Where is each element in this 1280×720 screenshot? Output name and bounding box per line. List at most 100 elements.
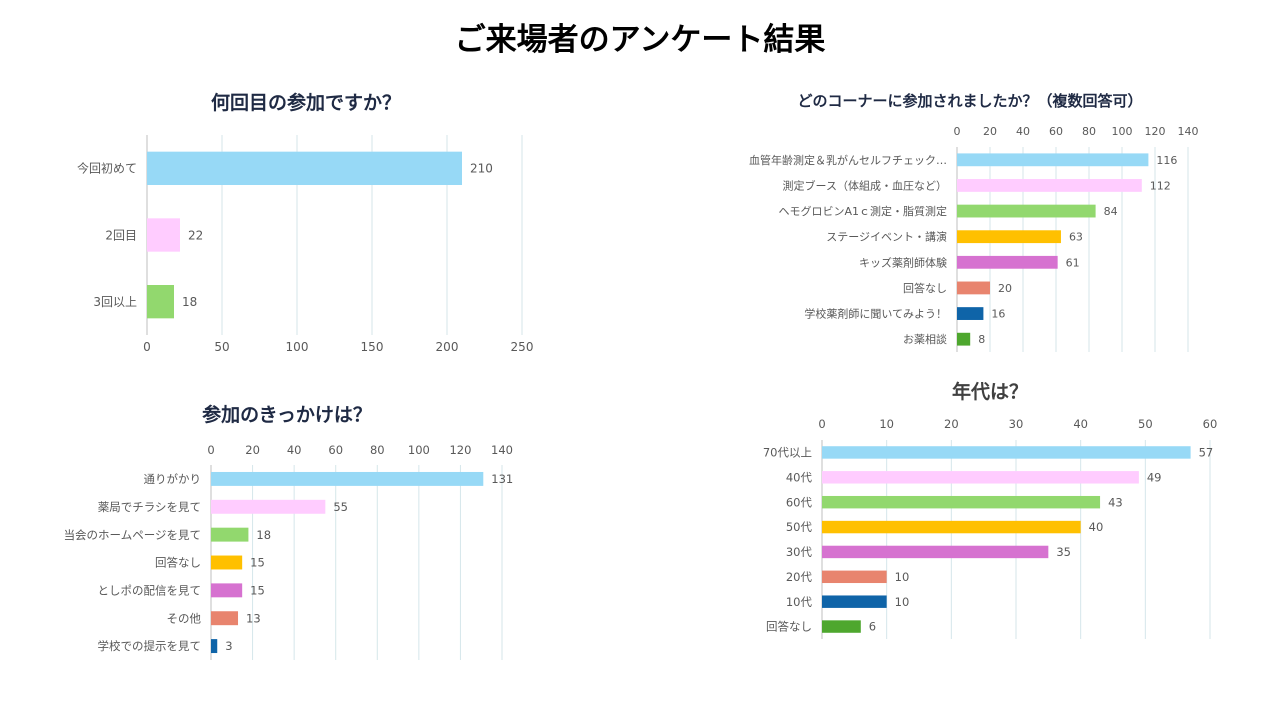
category-label: 通りがかり (144, 472, 202, 486)
chart-svg-2: どのコーナーに参加されましたか？（複数回答可） 0 20 40 60 80 100 120 14… (749, 92, 1199, 352)
bar (147, 218, 180, 252)
bar (822, 495, 1101, 509)
category-label: 今回初めて (77, 161, 137, 176)
data-label: 15 (250, 556, 265, 570)
page-title: ご来場者のアンケート結果 (454, 22, 826, 58)
x-tick-label: 20 (944, 417, 959, 431)
data-label: 10 (895, 595, 910, 609)
category-label: 測定ブース（体組成・血圧など） (783, 178, 947, 192)
category-label: 回答なし (903, 281, 947, 295)
bar (957, 255, 1058, 269)
x-tick-label: 40 (287, 443, 302, 457)
category-label: その他 (167, 611, 202, 625)
x-tick-label: 0 (954, 125, 961, 138)
chart-title: 年代は？ (952, 380, 1028, 403)
chart-age-group: 年代は？ 0 10 20 30 40 50 60 70代以上 57 40代 49 60代 43 50代 40 3… (740, 375, 1230, 665)
data-label: 10 (895, 570, 910, 584)
data-label: 55 (333, 500, 348, 514)
x-tick-label: 0 (818, 417, 825, 431)
data-label: 61 (1066, 256, 1080, 269)
data-label: 210 (470, 162, 493, 176)
bar (211, 611, 239, 626)
data-label: 22 (188, 228, 203, 242)
x-tick-label: 30 (1009, 417, 1024, 431)
x-tick-label: 50 (1138, 417, 1153, 431)
chart-title: どのコーナーに参加されましたか？（複数回答可） (797, 92, 1142, 110)
chart-title: 参加のきっかけは？ (202, 403, 372, 426)
bar (822, 446, 1191, 459)
data-label: 116 (1156, 154, 1177, 167)
x-tick-label: 0 (143, 340, 151, 354)
data-label: 15 (250, 583, 265, 597)
x-tick-label: 140 (491, 443, 513, 457)
x-tick-label: 100 (408, 443, 430, 457)
category-label: お薬相談 (903, 332, 947, 346)
bar (211, 471, 484, 486)
chart-svg-1: 何回目の参加ですか？ 0 50 100 150 200 250 今回初めて 210 2回目 22 3回… (77, 91, 533, 354)
bar (147, 285, 174, 319)
data-label: 13 (246, 611, 261, 625)
data-label: 35 (1056, 545, 1071, 559)
data-label: 8 (978, 333, 985, 346)
chart-svg-4: 年代は？ 0 10 20 30 40 50 60 70代以上 57 40代 49 60代 43 50代 40 3… (763, 380, 1218, 639)
category-label: 10代 (786, 595, 813, 609)
x-tick-label: 10 (879, 417, 894, 431)
chart-participation-count: 何回目の参加ですか？ 0 50 100 150 200 250 今回初めて 210 2回目 22 3回… (40, 85, 560, 365)
bar (957, 179, 1142, 192)
bar (822, 620, 861, 633)
chart-corners-attended: どのコーナーに参加されましたか？（複数回答可） 0 20 40 60 80 100 120 14… (700, 85, 1220, 355)
category-label: 学校薬剤師に聞いてみよう！ (804, 307, 947, 321)
x-tick-label: 50 (214, 340, 229, 354)
x-tick-label: 60 (1049, 125, 1063, 138)
x-tick-label: 40 (1073, 417, 1088, 431)
category-label: 3回以上 (93, 295, 137, 309)
category-label: としポの配信を見て (98, 583, 202, 597)
x-tick-label: 60 (328, 443, 343, 457)
chart-reason-for-visit: 参加のきっかけは？ 0 20 40 60 80 100 120 140 通りがかり 131 薬局でチラ… (40, 397, 580, 677)
data-label: 20 (998, 282, 1012, 295)
x-tick-label: 120 (1145, 125, 1166, 138)
data-label: 112 (1150, 179, 1171, 192)
bar (822, 520, 1081, 534)
bar (822, 545, 1049, 559)
category-label: 30代 (786, 545, 813, 559)
x-tick-label: 40 (1016, 125, 1030, 138)
category-label: 40代 (786, 470, 813, 484)
bar (147, 151, 462, 185)
data-label: 40 (1089, 520, 1104, 534)
category-label: 血管年齢測定＆乳がんセルフチェック… (749, 153, 947, 167)
data-label: 84 (1104, 205, 1118, 218)
data-label: 3 (225, 639, 232, 653)
x-tick-label: 140 (1178, 125, 1199, 138)
bar (957, 153, 1149, 167)
data-label: 6 (869, 620, 876, 634)
category-label: 70代以上 (763, 446, 812, 460)
bar (822, 570, 887, 584)
x-tick-label: 100 (286, 340, 309, 354)
data-label: 131 (491, 472, 513, 486)
x-tick-label: 80 (1082, 125, 1096, 138)
bar (957, 204, 1096, 218)
category-label: 薬局でチラシを見て (98, 500, 201, 514)
data-label: 63 (1069, 231, 1083, 244)
x-tick-label: 100 (1112, 125, 1133, 138)
chart-svg-3: 参加のきっかけは？ 0 20 40 60 80 100 120 140 通りがかり 131 薬局でチラ… (64, 403, 513, 660)
bar (822, 595, 887, 608)
data-label: 18 (182, 295, 197, 309)
bar (957, 307, 984, 320)
x-tick-label: 60 (1203, 417, 1218, 431)
bar (211, 639, 218, 654)
category-label: ステージイベント・講演 (826, 230, 947, 244)
category-label: 60代 (786, 495, 813, 509)
bar (957, 230, 1061, 244)
category-label: 回答なし (766, 620, 812, 634)
x-tick-label: 200 (436, 340, 459, 354)
category-label: 当会のホームページを見て (64, 528, 201, 542)
data-label: 57 (1199, 446, 1214, 460)
chart-title: 何回目の参加ですか？ (211, 91, 401, 114)
bar (957, 332, 971, 346)
data-label: 43 (1108, 495, 1123, 509)
bar (211, 583, 243, 598)
x-tick-label: 120 (449, 443, 471, 457)
category-label: 学校での提示を見て (98, 639, 202, 653)
